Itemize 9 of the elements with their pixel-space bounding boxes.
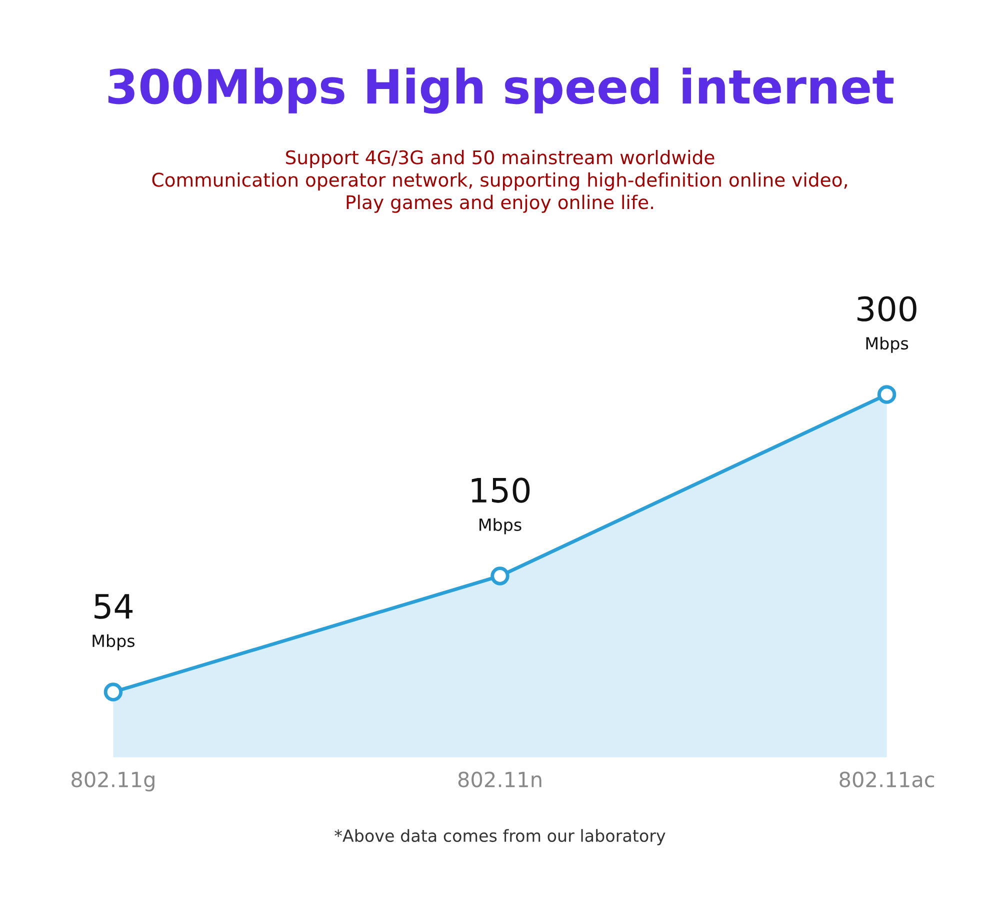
text: *Above data comes from our laboratory [334, 829, 666, 846]
data-label: 300 Mbps [858, 296, 916, 353]
data-label: 54 Mbps [92, 594, 135, 650]
data-label: 150 Mbps [472, 478, 530, 534]
chart-subtitle: Support 4G/3G and 50 mainstream worldwide Communication operator network, supporting high-definition online video, Play games and enjoy online life. [152, 150, 847, 213]
x-tick-label: 802.11n [458, 772, 542, 788]
x-tick-label: 802.11g [72, 772, 154, 792]
chart-title: 300Mbps High speed internet [108, 68, 894, 114]
x-tick-label: 802.11ac [840, 772, 934, 788]
